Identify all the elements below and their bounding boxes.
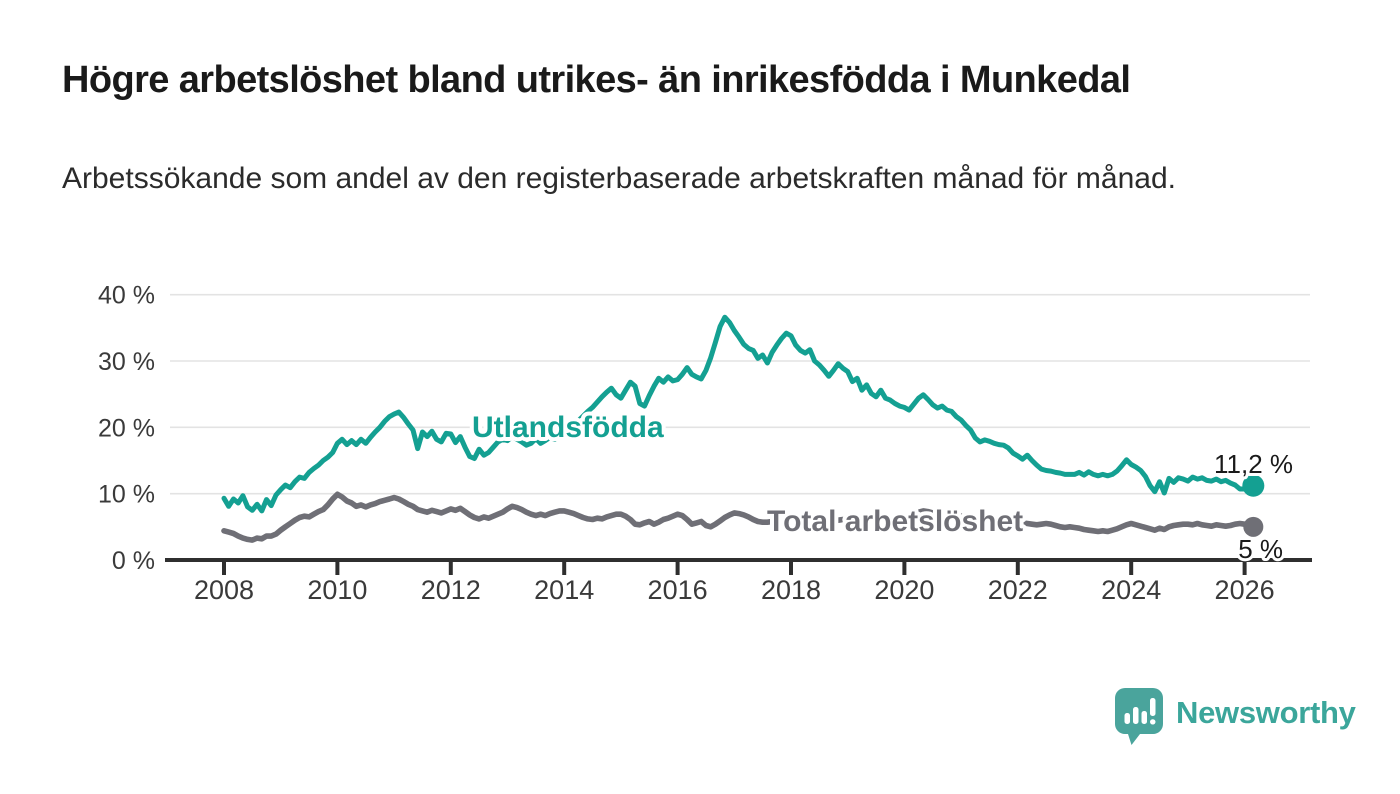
y-axis-label: 20 % [98, 414, 155, 442]
series-end-dot [1242, 474, 1265, 497]
series-line-total [221, 491, 1253, 543]
brand-logo: Newsworthy [1113, 686, 1356, 746]
series-line-utlandsfodda [221, 314, 1252, 514]
end-value-label: 11,2 % [1214, 449, 1293, 479]
x-axis-label: 2018 [761, 575, 821, 605]
end-value-label: 5 % [1238, 534, 1283, 564]
x-axis-label: 2012 [421, 575, 481, 605]
series-label-total: Total arbetslöshet [767, 505, 1023, 538]
y-axis-label: 40 % [98, 282, 155, 310]
chart-subtitle: Arbetssökande som andel av den registerb… [62, 162, 1176, 195]
series-label-utlandsfodda: Utlandsfödda [472, 411, 664, 444]
brand-name: Newsworthy [1176, 695, 1356, 730]
x-axis-label: 2024 [1101, 575, 1161, 605]
x-axis-label: 2016 [648, 575, 708, 605]
x-axis-label: 2014 [534, 575, 594, 605]
newsworthy-icon [1115, 688, 1163, 745]
page-title: Högre arbetslöshet bland utrikes- än inr… [62, 59, 1131, 101]
x-axis-label: 2020 [874, 575, 934, 605]
x-axis-label: 2022 [988, 575, 1048, 605]
y-axis-label: 0 % [112, 547, 155, 575]
y-axis-label: 10 % [98, 481, 155, 509]
y-axis-label: 30 % [98, 348, 155, 376]
x-axis-label: 2026 [1215, 575, 1275, 605]
series-end-dot [1243, 516, 1264, 537]
x-axis-label: 2010 [307, 575, 367, 605]
x-axis-label: 2008 [194, 575, 254, 605]
